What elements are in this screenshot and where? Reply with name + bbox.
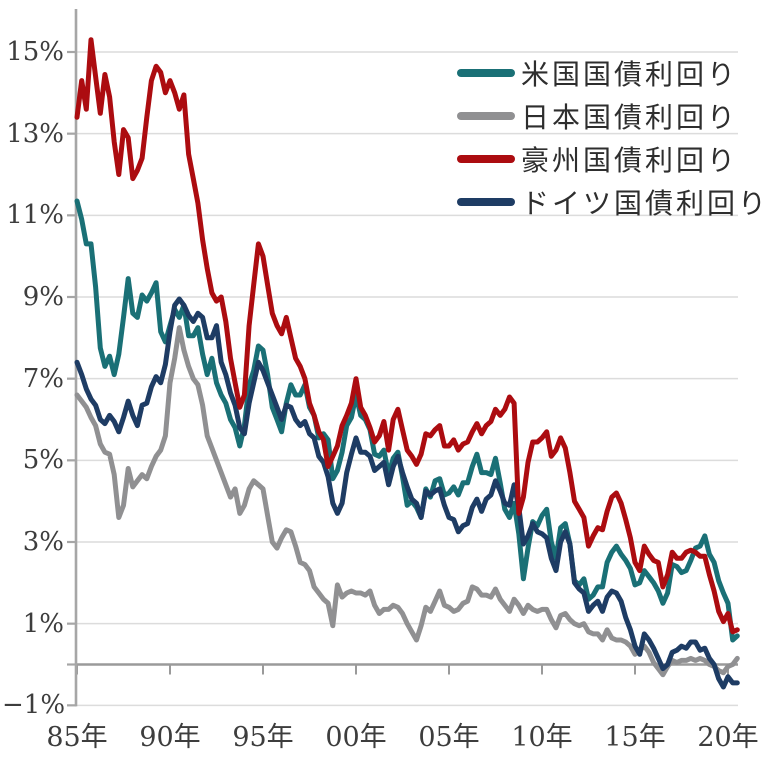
y-axis-label: 5% bbox=[22, 445, 64, 475]
x-axis-label: 05年 bbox=[418, 722, 480, 753]
legend-item-japan: 日本国債利回り bbox=[457, 94, 769, 137]
legend-item-us: 米国国債利回り bbox=[457, 51, 769, 94]
series-line-3 bbox=[74, 296, 740, 690]
y-axis-label: 9% bbox=[22, 282, 64, 312]
x-axis-label: 15年 bbox=[604, 722, 666, 753]
legend-label: 豪州国債利回り bbox=[521, 143, 739, 177]
legend-label: 日本国債利回り bbox=[521, 100, 739, 134]
series-line-1 bbox=[74, 325, 740, 678]
us-series-swatch bbox=[457, 68, 515, 77]
y-axis-label: 1% bbox=[22, 609, 64, 639]
x-axis-label: 10年 bbox=[511, 722, 573, 753]
y-axis-label: 15% bbox=[6, 37, 64, 67]
australia-series-swatch bbox=[457, 154, 515, 163]
legend-label: ドイツ国債利回り bbox=[521, 186, 770, 220]
y-axis-label: 11% bbox=[6, 200, 64, 230]
x-axis-label: 95年 bbox=[232, 722, 294, 753]
legend-label: 米国国債利回り bbox=[521, 57, 739, 91]
series-line-0 bbox=[74, 198, 740, 643]
series-line-2 bbox=[74, 37, 740, 635]
japan-series-swatch bbox=[457, 111, 515, 120]
x-axis-label: 85年 bbox=[46, 722, 108, 753]
legend-item-germany: ドイツ国債利回り bbox=[457, 180, 769, 223]
x-axis-label: 90年 bbox=[139, 722, 201, 753]
y-axis-label: 13% bbox=[6, 119, 64, 149]
y-axis-label: 3% bbox=[22, 527, 64, 557]
legend-item-australia: 豪州国債利回り bbox=[457, 137, 769, 180]
x-axis-label: 00年 bbox=[325, 722, 387, 753]
germany-series-swatch bbox=[457, 197, 515, 206]
legend: 米国国債利回り 日本国債利回り 豪州国債利回り ドイツ国債利回り bbox=[457, 51, 769, 223]
y-axis-label: 7% bbox=[22, 364, 64, 394]
y-axis-label: −1% bbox=[2, 690, 66, 720]
x-axis-label: 20年 bbox=[697, 722, 759, 753]
